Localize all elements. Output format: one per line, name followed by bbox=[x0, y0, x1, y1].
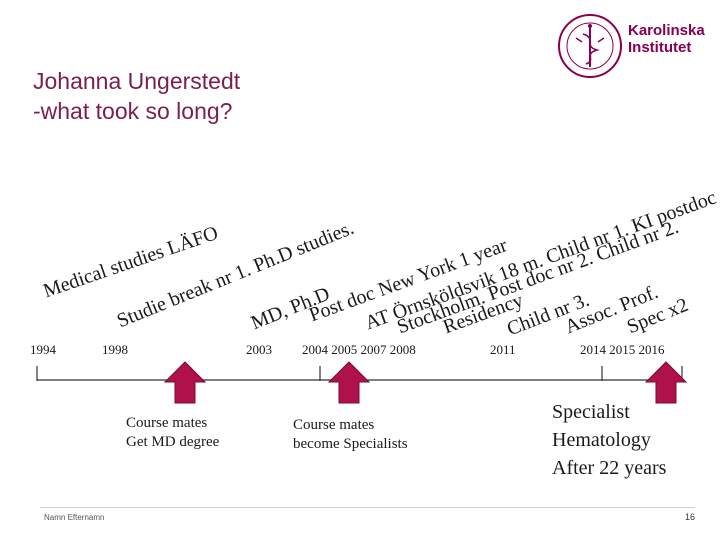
note-hem-line-2: Hematology bbox=[552, 429, 651, 451]
note-md-line-1: Course mates bbox=[126, 415, 208, 431]
note-md-degree: Course mates Get MD degree bbox=[126, 414, 219, 452]
year-1994: 1994 bbox=[30, 342, 56, 357]
karolinska-seal-logo bbox=[558, 14, 622, 78]
note-specialist-hematology: Specialist Hematology After 22 years bbox=[552, 398, 666, 482]
arrow-md-degree bbox=[163, 361, 207, 404]
note-md-line-2: Get MD degree bbox=[126, 434, 220, 450]
footer-author: Namn Efternamn bbox=[44, 513, 105, 522]
note-hem-line-1: Specialist bbox=[552, 401, 630, 423]
title-line-2: -what took so long? bbox=[33, 98, 233, 124]
footer-divider bbox=[40, 507, 695, 508]
year-2004-2008: 2004 2005 2007 2008 bbox=[302, 342, 416, 357]
year-2003: 2003 bbox=[246, 342, 272, 357]
arrow-specialist bbox=[644, 361, 688, 404]
title-line-1: Johanna Ungerstedt bbox=[33, 68, 241, 94]
arrow-course-specialists bbox=[327, 361, 371, 404]
note-hem-line-3: After 22 years bbox=[552, 457, 667, 479]
note-spec-line-2: become Specialists bbox=[293, 436, 408, 452]
note-spec-line-1: Course mates bbox=[293, 417, 375, 433]
logo-line-1: Karolinska bbox=[628, 22, 705, 39]
year-2014-2016: 2014 2015 2016 bbox=[580, 342, 665, 357]
slide-title: Johanna Ungerstedt -what took so long? bbox=[33, 66, 453, 126]
logo-line-2: Institutet bbox=[628, 39, 692, 56]
year-1998: 1998 bbox=[102, 342, 128, 357]
karolinska-logo-wordmark: Karolinska Institutet bbox=[628, 22, 705, 56]
year-2011: 2011 bbox=[490, 342, 516, 357]
note-course-specialists: Course mates become Specialists bbox=[293, 416, 408, 454]
page-number: 16 bbox=[685, 512, 696, 522]
